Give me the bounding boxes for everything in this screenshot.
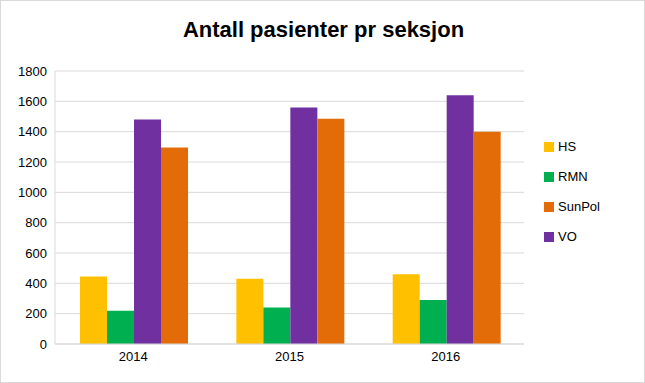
html-text:HS: HS <box>558 138 577 154</box>
svg-text:1600: 1600 <box>18 94 47 109</box>
svg-text:0: 0 <box>40 337 47 352</box>
svg-text:1800: 1800 <box>18 64 47 79</box>
html-text:Antall pasienter pr seksjon: Antall pasienter pr seksjon <box>182 17 465 42</box>
svg-text:1000: 1000 <box>18 185 47 200</box>
svg-text:1200: 1200 <box>18 155 47 170</box>
svg-text:400: 400 <box>25 276 47 291</box>
html-text:SunPol: SunPol <box>558 198 600 214</box>
svg-text:2014: 2014 <box>119 349 148 364</box>
svg-text:600: 600 <box>25 246 47 261</box>
svg-text:200: 200 <box>25 306 47 321</box>
svg-text:2015: 2015 <box>275 349 304 364</box>
svg-text:1400: 1400 <box>18 124 47 139</box>
html-text:RMN: RMN <box>558 168 588 184</box>
svg-text:800: 800 <box>25 215 47 230</box>
svg-text:2016: 2016 <box>431 349 460 364</box>
html-text:VO: VO <box>558 228 577 244</box>
